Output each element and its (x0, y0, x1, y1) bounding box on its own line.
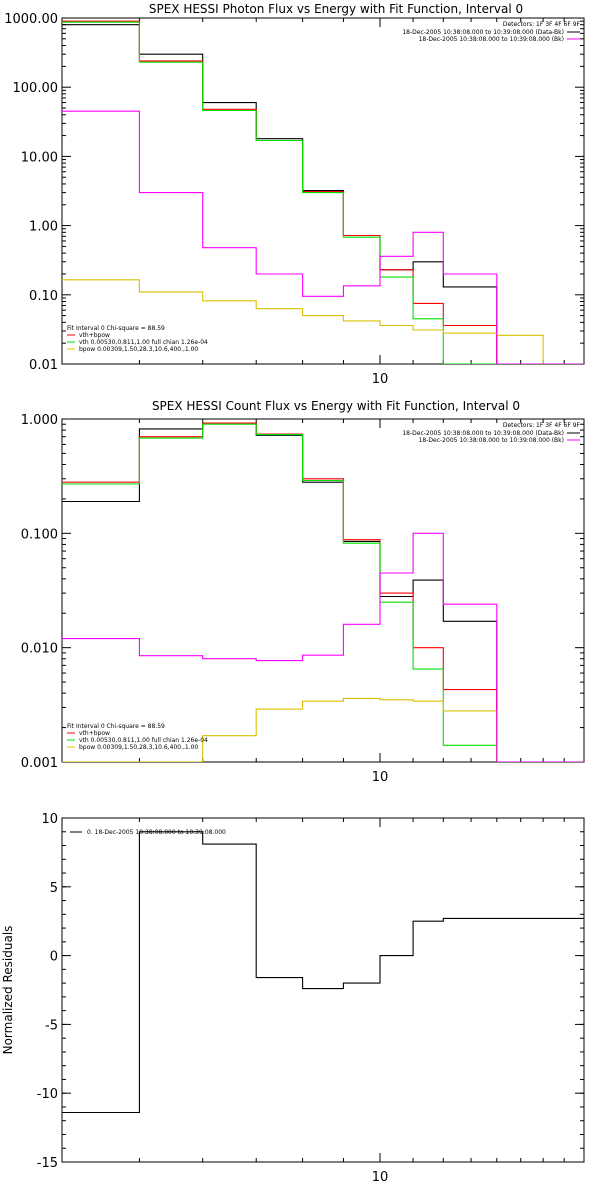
plot-frame (61, 817, 585, 1163)
photon-flux-panel: SPEX HESSI Photon Flux vs Energy with Fi… (4, 2, 585, 387)
chart-title: SPEX HESSI Photon Flux vs Energy with Fi… (149, 2, 523, 16)
y-tick-label: -10 (37, 1087, 58, 1102)
y-tick-label: 1.000 (21, 413, 58, 428)
y-tick-label: 0.100 (21, 527, 58, 542)
y-tick-label: 10 (41, 812, 58, 827)
legend-entry-text: 18-Dec-2005 10:38:08.000 to 10:39:08.000… (402, 430, 564, 437)
y-tick-label: 1.00 (29, 220, 58, 235)
legend-entry-text: vth 0.00530,0.811,1.00 full chian 1.26e-… (79, 737, 208, 744)
chart-title: SPEX HESSI Count Flux vs Energy with Fit… (152, 399, 520, 413)
series-line-vth (62, 423, 584, 762)
y-tick-label: 5 (50, 881, 58, 896)
legend-entry-text: vth+bpow (79, 730, 110, 737)
legend-entry-text: bpow 0.00309,1.50,28.3,10.6,400.,1.00 (79, 346, 198, 353)
y-tick-label: 0.001 (21, 756, 58, 771)
legend-entry-text: bpow 0.00309,1.50,28.3,10.6,400.,1.00 (79, 744, 198, 751)
y-tick-label: -5 (45, 1018, 58, 1033)
series-line-background (62, 110, 584, 364)
legend-detectors: Detectors: 1F 3F 4F 6F 9F (503, 422, 581, 429)
legend-entry-text: vth 0.00530,0.811,1.00 full chian 1.26e-… (79, 339, 208, 346)
plot-frame (61, 418, 585, 763)
series-group (62, 422, 584, 762)
series-line-bpow (62, 697, 584, 762)
y-axis-label: Normalized Residuals (1, 926, 15, 1055)
legend-entry-text: 18-Dec-2005 10:38:08.000 to 10:39:08.000… (419, 36, 564, 43)
legend-entry-text: 18-Dec-2005 10:38:08.000 to 10:39:08.000… (419, 437, 564, 444)
count-flux-panel: SPEX HESSI Count Flux vs Energy with Fit… (21, 399, 585, 785)
series-group (62, 831, 584, 1114)
y-tick-label: 0.01 (29, 358, 58, 373)
y-tick-label: 0.010 (21, 642, 58, 657)
y-tick-label: 0.10 (29, 289, 58, 304)
y-tick-label: 1000.00 (4, 12, 58, 27)
x-tick-label: 10 (372, 1170, 389, 1185)
y-tick-label: -15 (37, 1156, 58, 1171)
plot-frame (61, 17, 585, 365)
series-line-background (62, 532, 584, 762)
residuals-panel: Normalized Residuals 10 5 0 -5 -10 -15 10 0. 18… (1, 812, 585, 1185)
y-tick-label: 0 (50, 950, 58, 965)
y-tick-label: 10.00 (21, 150, 58, 165)
x-tick-label: 10 (372, 372, 389, 387)
x-tick-label: 10 (372, 770, 389, 785)
legend-header: Fit Interval 0 Chi-square = 88.59 (67, 325, 165, 332)
series-line-data (62, 831, 584, 1114)
series-group (62, 20, 584, 364)
legend-entry-text: 0. 18-Dec-2005 10:38:08.000 to 10:39:08.… (87, 829, 226, 836)
y-tick-label: 100.00 (13, 81, 59, 96)
legend-header: Fit Interval 0 Chi-square = 88.59 (67, 723, 165, 730)
legend-entry-text: 18-Dec-2005 10:38:08.000 to 10:39:08.000… (402, 29, 564, 36)
legend-detectors: Detectors: 1F 3F 4F 6F 9F (503, 21, 581, 28)
legend-entry-text: vth+bpow (79, 332, 110, 339)
series-line-vth (62, 21, 584, 364)
